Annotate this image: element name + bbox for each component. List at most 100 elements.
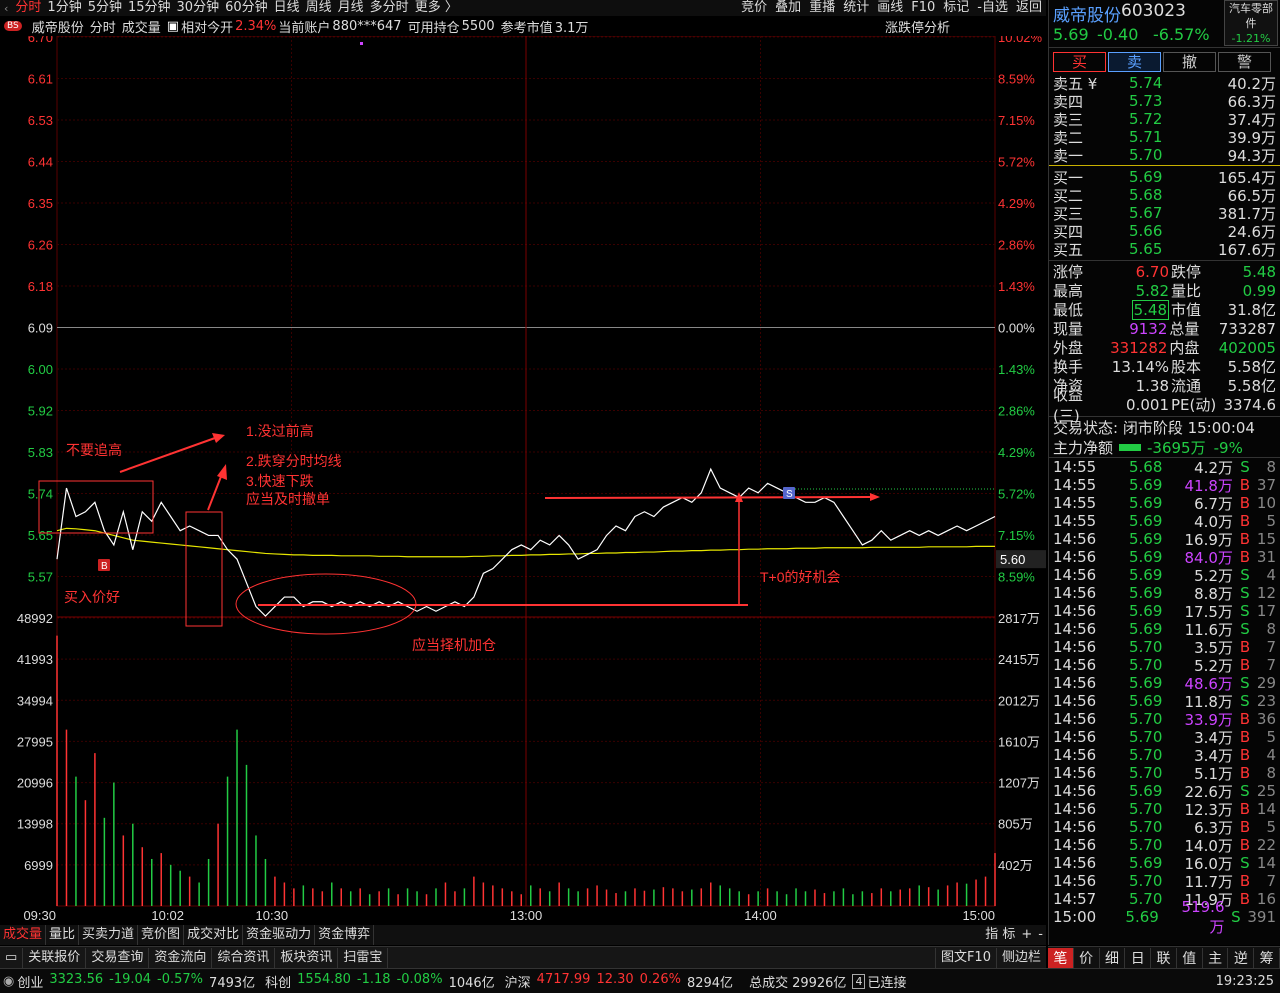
tick-volume: 12.3万 [1184,800,1233,819]
stat-row: 外盘 331282 内盘 402005 [1049,338,1280,358]
info-item-0[interactable]: 关联报价 [23,947,87,968]
indicator-tab-4[interactable]: 成交对比 [184,925,244,945]
panel-tab-1[interactable]: 价 [1074,947,1100,968]
tab-period-2[interactable]: 5分钟 [87,0,122,15]
sell-marker: S [786,489,793,500]
order-book-row[interactable]: 卖五 ¥ 5.74 40.2万 [1049,74,1280,93]
panel-tab-0[interactable]: 笔 [1048,947,1074,968]
tab-period-5[interactable]: 60分钟 [225,0,268,15]
order-book-row[interactable]: 买三 5.67 381.7万 [1049,204,1280,223]
tick-price: 5.69 [1128,476,1163,494]
tool-5[interactable]: F10 [911,0,936,15]
order-book-row[interactable]: 买一 5.69 165.4万 [1049,168,1280,187]
info-item-5[interactable]: 扫雷宝 [338,947,389,968]
sector-pct: -1.21% [1231,32,1271,45]
panel-tab-2[interactable]: 细 [1100,947,1126,968]
indicator-tab-2[interactable]: 买卖力道 [79,925,139,945]
tab-period-6[interactable]: 日线 [273,0,300,15]
tool-0[interactable]: 竞价 [741,0,768,15]
info-right-1[interactable]: 侧边栏 [995,947,1046,968]
quote-stock-name[interactable]: 威帝股份 [1053,6,1121,26]
index-ticker[interactable]: 科创 1554.80 -1.18 -0.08% 1046亿 [265,972,495,991]
order-book-row[interactable]: 买二 5.68 66.5万 [1049,186,1280,205]
order-book-row[interactable]: 卖三 5.72 37.4万 [1049,110,1280,129]
tick-count: 14 [1256,854,1276,872]
tick-price: 5.70 [1128,836,1163,854]
panel-tab-7[interactable]: 逆 [1228,947,1255,968]
panel-tab-3[interactable]: 日 [1125,947,1152,968]
buy-button[interactable]: 买 [1053,52,1106,72]
tool-7[interactable]: -自选 [977,0,1008,15]
index-ticker[interactable]: 沪深 4717.99 12.30 0.26% 8294亿 [505,972,733,991]
order-price: 5.66 [1129,222,1163,240]
indicator-tab-5[interactable]: 资金驱动力 [243,925,316,945]
tab-period-0[interactable]: 分时 [15,0,42,15]
intraday-chart[interactable]: 6.70 10.02% 6.61 8.59% 6.53 7.15% 6.44 5.72% 6.3… [0,36,1046,923]
index-ticker[interactable]: 创业 3323.56 -19.04 -0.57% 7493亿 [17,972,255,991]
stat-label: 总量 [1169,320,1200,338]
tool-4[interactable]: 画线 [877,0,904,15]
info-right-0[interactable]: 图文F10 [934,947,996,968]
tab-period-8[interactable]: 月线 [337,0,364,15]
alert-button[interactable]: 警 [1218,52,1271,72]
stat-value: 0.99 [1242,281,1276,300]
tab-period-9[interactable]: 多分时 [369,0,409,15]
index-name: 沪深 [504,975,531,991]
no-chase-arrow [119,437,216,473]
panel-icon[interactable]: ▭ [0,947,24,968]
stat-value: 13.14% [1103,358,1169,376]
order-book-row[interactable]: 买五 5.65 167.6万 [1049,240,1280,259]
order-book-row[interactable]: 卖四 5.73 66.3万 [1049,92,1280,111]
cancel-order-button[interactable]: 撤 [1163,52,1216,72]
indicator-control-2[interactable]: - [1038,927,1043,942]
checkbox-icon[interactable]: ▣ [166,18,180,34]
tab-period-3[interactable]: 15分钟 [127,0,171,15]
bs-toggle-icon[interactable]: BS [4,21,22,31]
stock-name: 威帝股份 [31,20,84,36]
tick-time: 14:56 [1053,764,1097,782]
indicator-tab-3[interactable]: 竞价图 [138,925,185,945]
info-item-3[interactable]: 综合资讯 [212,947,276,968]
panel-tab-8[interactable]: 筹 [1254,947,1280,968]
tab-period-10[interactable]: 更多 〉 [414,0,458,15]
order-book-row[interactable]: 买四 5.66 24.6万 [1049,222,1280,241]
sell-button[interactable]: 卖 [1108,52,1161,72]
tick-volume: 11.8万 [1184,692,1233,711]
status-menu-icon[interactable]: ◉ [3,973,15,989]
tool-2[interactable]: 重播 [809,0,836,15]
tab-period-1[interactable]: 1分钟 [47,0,82,15]
tick-side: S [1240,692,1250,710]
indicator-tab-0[interactable]: 成交量 [0,925,47,945]
order-level: 卖五 ¥ [1053,74,1098,93]
tick-list[interactable]: 14:55 5.68 4.2万 S 8 14:55 5.69 41.8万 B 37 14:55 5.6… [1049,458,1280,936]
panel-tab-4[interactable]: 联 [1151,947,1177,968]
info-item-1[interactable]: 交易查询 [86,947,150,968]
tick-count: 7 [1266,872,1276,890]
back-arrow-icon[interactable]: ‹ [4,1,9,15]
info-item-2[interactable]: 资金流向 [149,947,213,968]
order-book-row[interactable]: 卖一 5.70 94.3万 [1049,146,1280,165]
tick-count: 16 [1256,890,1276,908]
indicator-control-1[interactable]: + [1021,927,1033,942]
limit-analysis-button[interactable]: 涨跌停分析 [884,20,950,36]
info-item-4[interactable]: 板块资讯 [275,947,339,968]
volume-tick-label: 13998 [17,817,53,832]
indicator-control-0[interactable]: 指 标 [985,927,1016,942]
panel-tab-5[interactable]: 值 [1177,947,1203,968]
tab-period-7[interactable]: 周线 [305,0,332,15]
stat-row: 收益(三) 0.001 PE(动) 3374.6 [1049,386,1280,425]
tab-period-4[interactable]: 30分钟 [176,0,220,15]
tick-price: 5.70 [1128,800,1163,818]
tool-1[interactable]: 叠加 [775,0,802,15]
tool-3[interactable]: 统计 [843,0,870,15]
stat-value: 5.82 [1103,282,1169,300]
tick-row: 15:00 5.69 519.6万 S 391 [1049,898,1280,936]
sector-box[interactable]: 汽车零部件 -1.21% [1224,0,1278,46]
order-book-row[interactable]: 卖二 5.71 39.9万 [1049,128,1280,147]
indicator-tab-6[interactable]: 资金博弈 [315,925,375,945]
tool-8[interactable]: 返回 [1015,0,1042,15]
tool-6[interactable]: 标记 [943,0,970,15]
indicator-tab-1[interactable]: 量比 [46,925,80,945]
panel-tab-6[interactable]: 主 [1203,947,1229,968]
tick-volume: 5.2万 [1194,566,1233,585]
